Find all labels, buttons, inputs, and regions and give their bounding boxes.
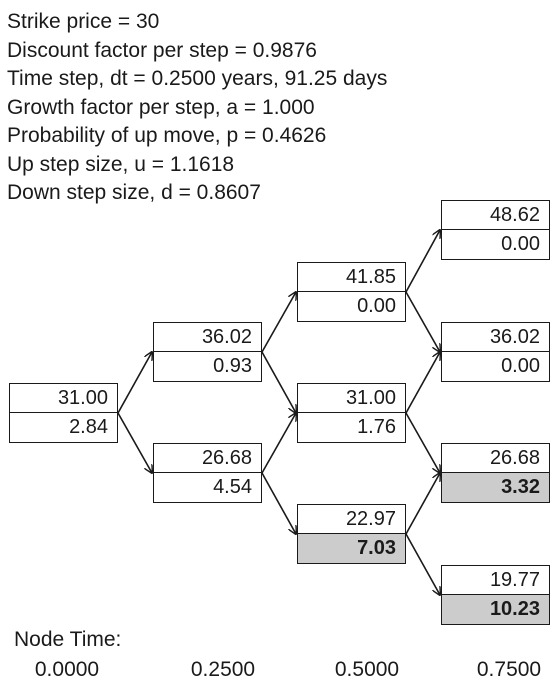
option-value: 0.00	[501, 355, 540, 377]
edge-n1_0-to-n2_0	[261, 472, 296, 534]
edge-n1_1-to-n2_2	[261, 292, 296, 353]
node-time-0: 0.0000	[34, 658, 100, 681]
edge-n0_0-to-n1_1	[117, 352, 152, 414]
stock-price: 48.62	[442, 201, 549, 230]
option-value-exercised: 7.03	[298, 534, 405, 563]
stock-price: 31.00	[10, 384, 117, 413]
stock-price: 36.02	[442, 323, 549, 352]
option-value: 1.76	[357, 416, 396, 438]
edge-n2_1-to-n3_2	[405, 352, 440, 414]
parameters-block: Strike price = 30 Discount factor per st…	[7, 8, 387, 208]
option-value: 4.54	[213, 476, 252, 498]
probability-text: Probability of up move, p = 0.4626	[7, 124, 327, 147]
discount-factor-text: Discount factor per step = 0.9876	[7, 38, 317, 62]
tree-node-n0_0: 31.00 2.84	[9, 383, 118, 443]
tree-node-n3_0: 19.77 10.23	[441, 565, 550, 625]
tree-node-n3_3: 48.62 0.00	[441, 200, 550, 260]
tree-node-n3_1: 26.68 3.32	[441, 443, 550, 503]
stock-price: 31.00	[298, 384, 405, 413]
growth-factor-text: Growth factor per step, a = 1.000	[7, 95, 315, 119]
option-value: 0.00	[357, 295, 396, 317]
tree-node-n3_2: 36.02 0.00	[441, 322, 550, 382]
node-time-label: Node Time:	[14, 628, 122, 651]
edge-n2_1-to-n3_1	[405, 412, 440, 473]
tree-node-n2_1: 31.00 1.76	[297, 383, 406, 443]
node-time-1: 0.2500	[190, 658, 256, 681]
edge-n2_0-to-n3_1	[405, 473, 440, 535]
time-step-text: Time step, dt = 0.2500 years, 91.25 days	[7, 67, 388, 90]
stock-price: 41.85	[298, 263, 405, 292]
edge-n0_0-to-n1_0	[117, 412, 152, 473]
tree-node-n1_1: 36.02 0.93	[153, 322, 262, 382]
option-value: 0.00	[501, 233, 540, 255]
up-step-text: Up step size, u = 1.1618	[7, 152, 235, 176]
node-time-3: 0.7500	[476, 658, 542, 681]
stock-price: 26.68	[154, 444, 261, 473]
edge-n2_2-to-n3_2	[405, 291, 440, 352]
edge-n2_0-to-n3_0	[405, 533, 440, 595]
node-time-2: 0.5000	[334, 658, 400, 681]
option-value: 0.93	[213, 355, 252, 377]
strike-price-text: Strike price = 30	[7, 10, 160, 33]
stock-price: 26.68	[442, 444, 549, 473]
tree-node-n2_2: 41.85 0.00	[297, 262, 406, 322]
edge-n2_2-to-n3_3	[405, 230, 440, 293]
edge-n1_0-to-n2_1	[261, 413, 296, 474]
tree-node-n2_0: 22.97 7.03	[297, 504, 406, 564]
down-step-text: Down step size, d = 0.8607	[7, 181, 261, 204]
option-value-exercised: 3.32	[442, 473, 549, 502]
edge-n1_1-to-n2_1	[261, 351, 296, 413]
stock-price: 22.97	[298, 505, 405, 534]
stock-price: 19.77	[442, 566, 549, 595]
stock-price: 36.02	[154, 323, 261, 352]
tree-node-n1_0: 26.68 4.54	[153, 443, 262, 503]
option-value: 2.84	[69, 416, 108, 438]
option-value-exercised: 10.23	[442, 595, 549, 624]
